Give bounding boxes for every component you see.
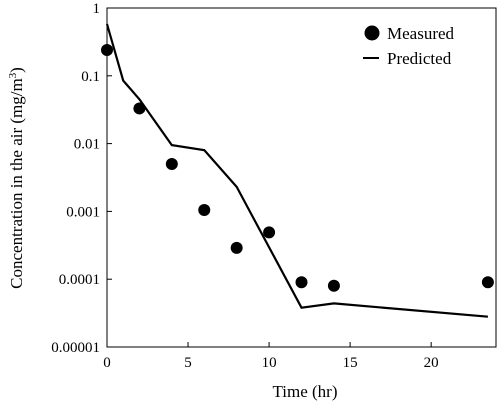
measured-point bbox=[327, 279, 340, 292]
legend: Measured Predicted bbox=[363, 24, 455, 68]
measured-point bbox=[263, 226, 276, 239]
measured-point bbox=[481, 276, 494, 289]
legend-predicted-label: Predicted bbox=[387, 49, 452, 68]
legend-measured-marker bbox=[364, 25, 380, 41]
y-axis-title: Concentration in the air (mg/m3) bbox=[7, 67, 26, 289]
plot-border bbox=[106, 7, 497, 348]
y-tick-label: 0.01 bbox=[74, 137, 100, 153]
x-tick-label: 15 bbox=[343, 355, 358, 371]
y-tick-label: 0.0001 bbox=[59, 272, 100, 288]
x-axis-title: Time (hr) bbox=[272, 382, 337, 401]
y-axis: 1 0.1 0.01 0.001 0.0001 0.00001 bbox=[51, 1, 112, 356]
predicted-line bbox=[105, 23, 488, 318]
measured-point bbox=[295, 276, 308, 289]
x-tick-label: 0 bbox=[103, 355, 111, 371]
plot-frame bbox=[106, 7, 497, 348]
measured-point bbox=[165, 158, 178, 171]
measured-point bbox=[198, 203, 211, 216]
measured-point bbox=[230, 241, 243, 254]
y-tick-label: 0.00001 bbox=[51, 340, 100, 356]
y-axis-title-superscript: 3 bbox=[7, 72, 19, 78]
measured-point bbox=[101, 44, 113, 57]
y-tick-label: 1 bbox=[93, 1, 101, 17]
y-axis-title-close: ) bbox=[7, 67, 26, 73]
legend-measured-label: Measured bbox=[387, 24, 455, 43]
series-layer bbox=[101, 23, 494, 318]
x-tick-label: 5 bbox=[184, 355, 192, 371]
x-tick-label: 10 bbox=[262, 355, 277, 371]
x-tick-label: 20 bbox=[424, 355, 439, 371]
y-tick-label: 0.1 bbox=[81, 69, 100, 85]
y-tick-label: 0.001 bbox=[66, 204, 100, 220]
x-axis: 0 5 10 15 20 bbox=[103, 342, 439, 371]
y-axis-title-main: Concentration in the air (mg/m bbox=[7, 78, 26, 289]
